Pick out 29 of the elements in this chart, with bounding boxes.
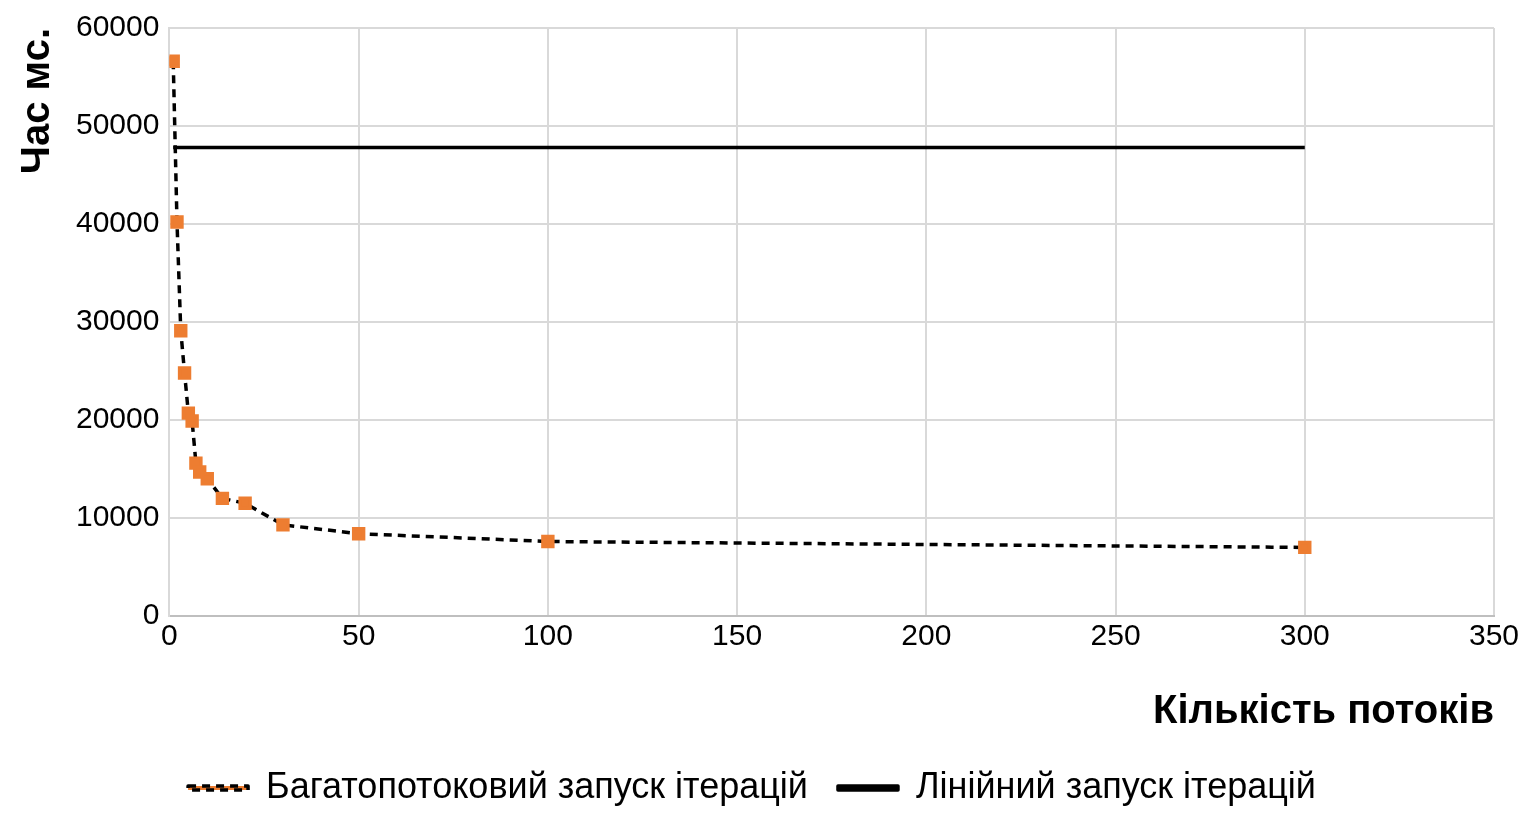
x-tick-label: 250 <box>1090 618 1141 652</box>
y-tick-label: 10000 <box>75 499 160 533</box>
x-tick-label: 50 <box>341 618 376 652</box>
x-tick-label: 200 <box>901 618 952 652</box>
y-axis-title: Час мс. <box>13 28 58 175</box>
x-tick-label: 350 <box>1468 618 1520 652</box>
point <box>185 414 199 428</box>
y-tick-label: 30000 <box>75 303 160 337</box>
point <box>215 491 230 506</box>
y-tick-label: 50000 <box>75 107 160 141</box>
point <box>276 518 290 532</box>
point <box>174 324 188 338</box>
point <box>1298 540 1312 555</box>
y-tick-label: 0 <box>142 597 160 631</box>
y-tick-label: 40000 <box>75 205 160 239</box>
point <box>170 215 184 229</box>
y-tick-label: 20000 <box>75 401 160 435</box>
point <box>200 472 214 486</box>
point <box>238 496 252 510</box>
point <box>351 526 366 541</box>
x-axis-title: Кількість потоків <box>1152 687 1494 732</box>
legend-label: Лінійний запуск ітерацій <box>915 764 1316 806</box>
y-tick-label: 60000 <box>75 9 160 43</box>
point <box>541 534 555 549</box>
legend-label: Багатопотоковий запуск ітерацій <box>266 764 808 806</box>
x-tick-label: 100 <box>522 618 573 652</box>
x-tick-label: 300 <box>1279 618 1330 652</box>
point <box>177 366 192 380</box>
x-tick-label: 150 <box>712 618 763 652</box>
